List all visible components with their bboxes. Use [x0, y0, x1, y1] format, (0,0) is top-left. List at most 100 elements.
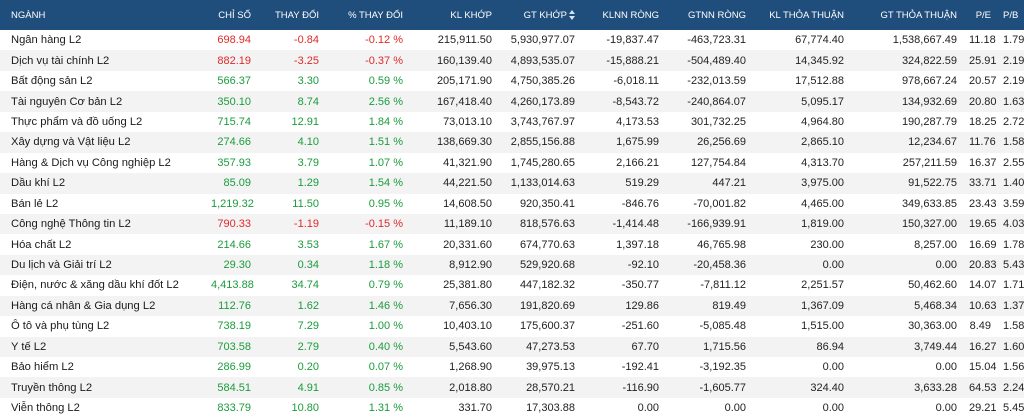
pb-value: 1.37: [1003, 299, 1024, 312]
pct-change-value: 0.59 %: [368, 75, 403, 88]
industry-name: Viễn thông L2: [11, 402, 80, 415]
change-value: 8.74: [297, 95, 319, 108]
col-header-gt-khop[interactable]: GT KHỚP: [498, 0, 581, 30]
kl-thoa-thuan-value: 230.00: [810, 238, 844, 251]
col-header-klnn-rong[interactable]: KLNN RÒNG: [602, 9, 659, 21]
gtnn-rong-value: -504,489.40: [687, 54, 746, 67]
pe-value: 19.65: [969, 218, 997, 231]
col-header-gt-thoa-thuan[interactable]: GT THỎA THUẬN: [880, 9, 957, 21]
klnn-rong-value: -192.41: [621, 361, 659, 374]
pe-value: 25.91: [969, 54, 997, 67]
table-row[interactable]: Xây dựng và Vật liệu L2 274.66 4.10 1.51 % 1…: [0, 132, 1024, 153]
index-value: 29.30: [223, 259, 251, 272]
table-row[interactable]: Dịch vụ tài chính L2 882.19 -3.25 -0.37 % 16…: [0, 50, 1024, 71]
sort-arrows-icon[interactable]: [569, 9, 575, 20]
col-header-chi-so[interactable]: CHỈ SỐ: [218, 9, 251, 21]
table-row[interactable]: Viễn thông L2 833.79 10.80 1.31 % 331.70 17,3…: [0, 398, 1024, 418]
gtnn-rong-value: -5,085.48: [699, 320, 746, 333]
table-row[interactable]: Ô tô và phụ tùng L2 738.19 7.29 1.00 % 10,40…: [0, 316, 1024, 336]
kl-khop-value: 10,403.10: [443, 320, 492, 333]
table-row[interactable]: Công nghệ Thông tin L2 790.33 -1.19 -0.15 %…: [0, 213, 1024, 235]
col-header-kl-thoa-thuan[interactable]: KL THỎA THUẬN: [769, 9, 844, 21]
col-header-pe[interactable]: P/E: [975, 9, 991, 21]
index-value: 1,219.32: [211, 197, 254, 210]
industry-name: Truyền thông L2: [11, 381, 93, 394]
pb-value: 2.72: [1003, 115, 1024, 128]
gt-thoa-thuan-value: 150,327.00: [901, 218, 957, 231]
gt-khop-value: 17,303.88: [526, 402, 575, 415]
kl-thoa-thuan-value: 0.00: [822, 402, 844, 415]
kl-khop-value: 44,221.50: [443, 177, 492, 190]
pb-value: 1.79: [1003, 34, 1024, 47]
pe-value: 16.27: [969, 340, 997, 353]
kl-khop-value: 8,912.90: [449, 259, 492, 272]
pct-change-value: 1.00 %: [368, 320, 403, 333]
klnn-rong-value: 1,675.99: [616, 136, 659, 149]
pe-value: 18.25: [969, 115, 997, 128]
gt-khop-value: 39,975.13: [526, 361, 575, 374]
industry-name: Điện, nước & xăng dầu khí đốt L2: [11, 279, 179, 292]
index-value: 85.09: [223, 177, 251, 190]
kl-thoa-thuan-value: 17,512.88: [795, 75, 844, 88]
table-row[interactable]: Truyền thông L2 584.51 4.91 0.85 % 2,018.80 2…: [0, 377, 1024, 398]
col-header-kl-khop[interactable]: KL KHỚP: [450, 9, 492, 21]
gt-thoa-thuan-value: 0.00: [935, 402, 957, 415]
table-row[interactable]: Dầu khí L2 85.09 1.29 1.54 % 44,221.50 1,133,…: [0, 173, 1024, 194]
gt-khop-value: 47,273.53: [526, 340, 575, 353]
pct-change-value: 1.84 %: [368, 115, 403, 128]
gt-khop-value: 3,743,767.97: [510, 115, 575, 128]
col-header-pb[interactable]: P/B: [1003, 9, 1019, 21]
table-row[interactable]: Điện, nước & xăng dầu khí đốt L2 4,413.88…: [0, 275, 1024, 295]
gt-khop-value: 4,750,385.26: [510, 75, 575, 88]
col-header-gtnn-rong[interactable]: GTNN RÒNG: [687, 9, 746, 21]
col-header-pct-thay-doi[interactable]: % THAY ĐỔI: [348, 9, 403, 21]
industry-name: Công nghệ Thông tin L2: [11, 218, 131, 231]
table-row[interactable]: Bảo hiểm L2 286.99 0.20 0.07 % 1,268.90 39,97…: [0, 357, 1024, 377]
pb-value: 2.24: [1003, 381, 1024, 394]
table-row[interactable]: Hàng & Dịch vụ Công nghiệp L2 357.93 3.79 1…: [0, 153, 1024, 173]
change-value: 12.91: [291, 115, 319, 128]
gt-thoa-thuan-value: 5,468.34: [914, 299, 957, 312]
industry-name: Du lịch và Giải trí L2: [11, 259, 112, 272]
table-row[interactable]: Hóa chất L2 214.66 3.53 1.67 % 20,331.60 674,…: [0, 234, 1024, 254]
table-row[interactable]: Ngân hàng L2 698.94 -0.84 -0.12 % 215,911.50…: [0, 30, 1024, 50]
gtnn-rong-value: -70,001.82: [693, 197, 746, 210]
change-value: 3.53: [297, 238, 319, 251]
pct-change-value: 1.18 %: [368, 259, 403, 272]
col-header-thay-doi[interactable]: THAY ĐỔI: [275, 9, 319, 21]
gtnn-rong-value: 819.49: [712, 299, 746, 312]
table-row[interactable]: Du lịch và Giải trí L2 29.30 0.34 1.18 % 8,9…: [0, 254, 1024, 276]
industry-name: Ô tô và phụ tùng L2: [11, 320, 110, 333]
industry-name: Ngân hàng L2: [11, 34, 82, 47]
gt-khop-value: 447,182.32: [519, 279, 575, 292]
pct-change-value: 0.79 %: [368, 279, 403, 292]
table-row[interactable]: Hàng cá nhân & Gia dụng L2 112.76 1.62 1.46…: [0, 295, 1024, 317]
pe-value: 16.37: [969, 156, 997, 169]
gtnn-rong-value: -166,939.91: [687, 218, 746, 231]
table-row[interactable]: Thực phẩm và đồ uống L2 715.74 12.91 1.84 %…: [0, 112, 1024, 132]
pe-value: 20.80: [969, 95, 997, 108]
pct-change-value: 1.67 %: [368, 238, 403, 251]
gtnn-rong-value: 301,732.25: [690, 115, 746, 128]
pe-value: 29.21: [969, 402, 997, 415]
gt-thoa-thuan-value: 1,538,667.49: [892, 34, 957, 47]
table-row[interactable]: Y tế L2 703.58 2.79 0.40 % 5,543.60 47,273.53…: [0, 336, 1024, 357]
gt-khop-value: 4,260,173.89: [510, 95, 575, 108]
klnn-rong-value: -1,414.48: [612, 218, 659, 231]
table-row[interactable]: Bán lẻ L2 1,219.32 11.50 0.95 % 14,608.50 920…: [0, 194, 1024, 214]
col-header-nganh[interactable]: NGÀNH: [11, 9, 46, 21]
table-row[interactable]: Tài nguyên Cơ bản L2 350.10 8.74 2.56 % 167,…: [0, 91, 1024, 112]
kl-khop-value: 2,018.80: [449, 381, 492, 394]
klnn-rong-value: -251.60: [621, 320, 659, 333]
gtnn-rong-value: 447.21: [712, 177, 746, 190]
klnn-rong-value: -116.90: [622, 381, 660, 394]
klnn-rong-value: -15,888.21: [606, 54, 659, 67]
gtnn-rong-value: -3,192.35: [699, 361, 746, 374]
gt-khop-value: 4,893,535.07: [510, 54, 575, 67]
gt-thoa-thuan-value: 0.00: [935, 259, 957, 272]
table-row[interactable]: Bất động sản L2 566.37 3.30 0.59 % 205,171.9…: [0, 71, 1024, 91]
klnn-rong-value: -8,543.72: [612, 95, 659, 108]
index-value: 112.76: [218, 299, 251, 312]
change-value: 3.79: [297, 156, 319, 169]
pct-change-value: -0.37 %: [365, 54, 403, 67]
